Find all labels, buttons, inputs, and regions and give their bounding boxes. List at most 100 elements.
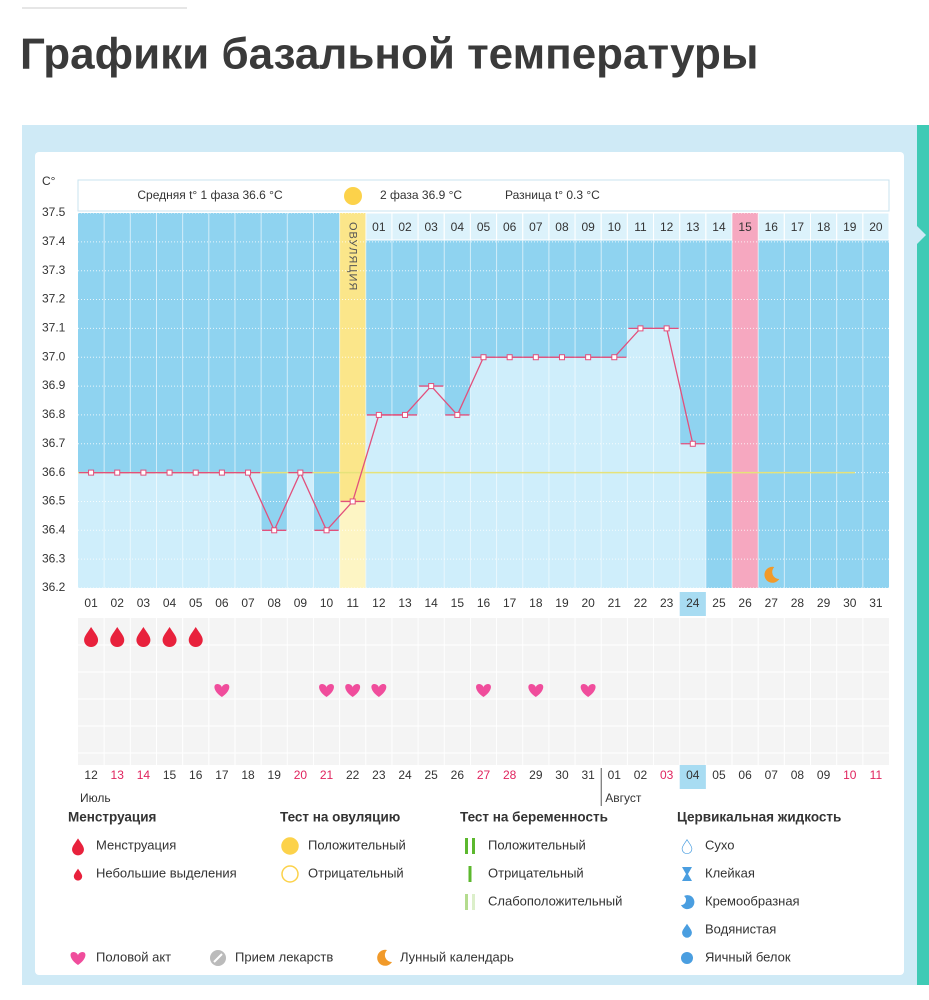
date-label: 31 — [581, 768, 595, 782]
day-bar — [234, 472, 262, 588]
days-after-ovulation: 06 — [503, 220, 517, 234]
days-after-ovulation: 05 — [477, 220, 491, 234]
days-after-ovulation: 20 — [869, 220, 883, 234]
y-tick-label: 37.0 — [42, 349, 66, 363]
date-label: 14 — [137, 768, 151, 782]
days-after-ovulation: 14 — [712, 220, 726, 234]
point-marker — [506, 354, 513, 361]
legend-item: Положительный — [488, 837, 586, 852]
x-tick-label: 05 — [189, 596, 203, 610]
legend-icon — [465, 894, 468, 910]
days-after-ovulation: 13 — [686, 220, 700, 234]
point-marker — [114, 469, 121, 476]
intercourse-mark — [528, 684, 544, 697]
day-bar — [418, 386, 445, 588]
days-after-ovulation: 03 — [424, 220, 438, 234]
point-marker — [689, 440, 696, 447]
side-arrow — [917, 226, 926, 244]
top-cell — [626, 212, 655, 241]
legend-icon — [682, 923, 692, 938]
menstruation-mark — [188, 627, 203, 647]
y-tick-label: 36.7 — [42, 436, 66, 450]
point-marker — [480, 354, 487, 361]
point-marker — [166, 469, 173, 476]
x-tick-label: 25 — [712, 596, 726, 610]
x-tick-label: 15 — [451, 596, 465, 610]
point-marker — [402, 411, 409, 418]
date-label: 04 — [686, 768, 700, 782]
x-tick-label: 07 — [241, 596, 255, 610]
date-label: 03 — [660, 768, 674, 782]
x-tick-label: 28 — [791, 596, 805, 610]
point-marker — [245, 469, 252, 476]
y-axis-label: C° — [42, 174, 56, 188]
top-cell — [862, 212, 890, 241]
point-marker — [454, 411, 461, 418]
lunar-mark — [764, 566, 780, 583]
day-bar — [339, 501, 366, 588]
days-after-ovulation: 15 — [738, 220, 752, 234]
date-label: 18 — [241, 768, 255, 782]
legend-title: Тест на беременность — [460, 810, 608, 825]
days-after-ovulation: 07 — [529, 220, 543, 234]
day-bar — [156, 472, 183, 588]
today-date-highlight — [679, 765, 706, 789]
y-tick-label: 37.4 — [42, 234, 66, 248]
days-after-ovulation: 09 — [581, 220, 595, 234]
point-marker — [88, 469, 95, 476]
days-after-ovulation: 01 — [372, 220, 386, 234]
legend-item: Кремообразная — [705, 893, 800, 908]
x-tick-label: 10 — [320, 596, 334, 610]
legend-icon — [681, 952, 693, 964]
y-tick-label: 37.2 — [42, 292, 66, 306]
y-tick-label: 37.3 — [42, 263, 66, 277]
date-label: 22 — [346, 768, 360, 782]
point-marker — [611, 354, 618, 361]
today-highlight — [679, 592, 706, 616]
y-tick-label: 36.9 — [42, 378, 66, 392]
date-label: 23 — [372, 768, 386, 782]
phase2-summary: 2 фаза 36.9 °C — [380, 188, 462, 202]
x-tick-label: 31 — [869, 596, 883, 610]
x-tick-label: 13 — [398, 596, 412, 610]
legend-icon — [281, 865, 299, 883]
y-tick-label: 36.5 — [42, 494, 66, 508]
point-marker — [323, 527, 330, 534]
ovulation-label: ОВУЛЯЦИЯ — [347, 222, 359, 291]
point-marker — [532, 354, 539, 361]
x-tick-label: 22 — [634, 596, 648, 610]
legend-item: Слабоположительный — [488, 893, 622, 908]
legend-icon — [213, 953, 223, 963]
y-tick-label: 37.5 — [42, 205, 66, 219]
day-bar — [444, 414, 471, 588]
intercourse-mark — [580, 684, 596, 697]
days-after-ovulation: 19 — [843, 220, 857, 234]
legend-icon — [472, 894, 475, 910]
legend-icon — [472, 838, 475, 854]
legend-title: Цервикальная жидкость — [677, 810, 841, 825]
intercourse-mark — [476, 684, 491, 697]
date-label: 28 — [503, 768, 517, 782]
x-tick-label: 16 — [477, 596, 491, 610]
legend-item: Отрицательный — [488, 865, 584, 880]
date-label: 05 — [712, 768, 726, 782]
date-label: 27 — [477, 768, 491, 782]
intercourse-mark — [319, 684, 334, 697]
ovulation-column — [339, 213, 366, 502]
legend-icon — [468, 866, 472, 882]
date-label: 16 — [189, 768, 203, 782]
date-label: 10 — [843, 768, 857, 782]
day-bar — [627, 328, 654, 588]
top-cell — [679, 212, 707, 241]
x-tick-label: 14 — [424, 596, 438, 610]
menstruation-mark — [162, 627, 177, 647]
y-tick-label: 37.1 — [42, 321, 66, 335]
x-tick-label: 19 — [555, 596, 569, 610]
top-cell — [757, 212, 785, 241]
date-label: 21 — [320, 768, 334, 782]
days-after-ovulation: 04 — [451, 220, 465, 234]
point-marker — [558, 354, 565, 361]
point-marker — [637, 325, 644, 332]
x-tick-label: 21 — [608, 596, 622, 610]
menstruation-mark — [84, 627, 99, 647]
